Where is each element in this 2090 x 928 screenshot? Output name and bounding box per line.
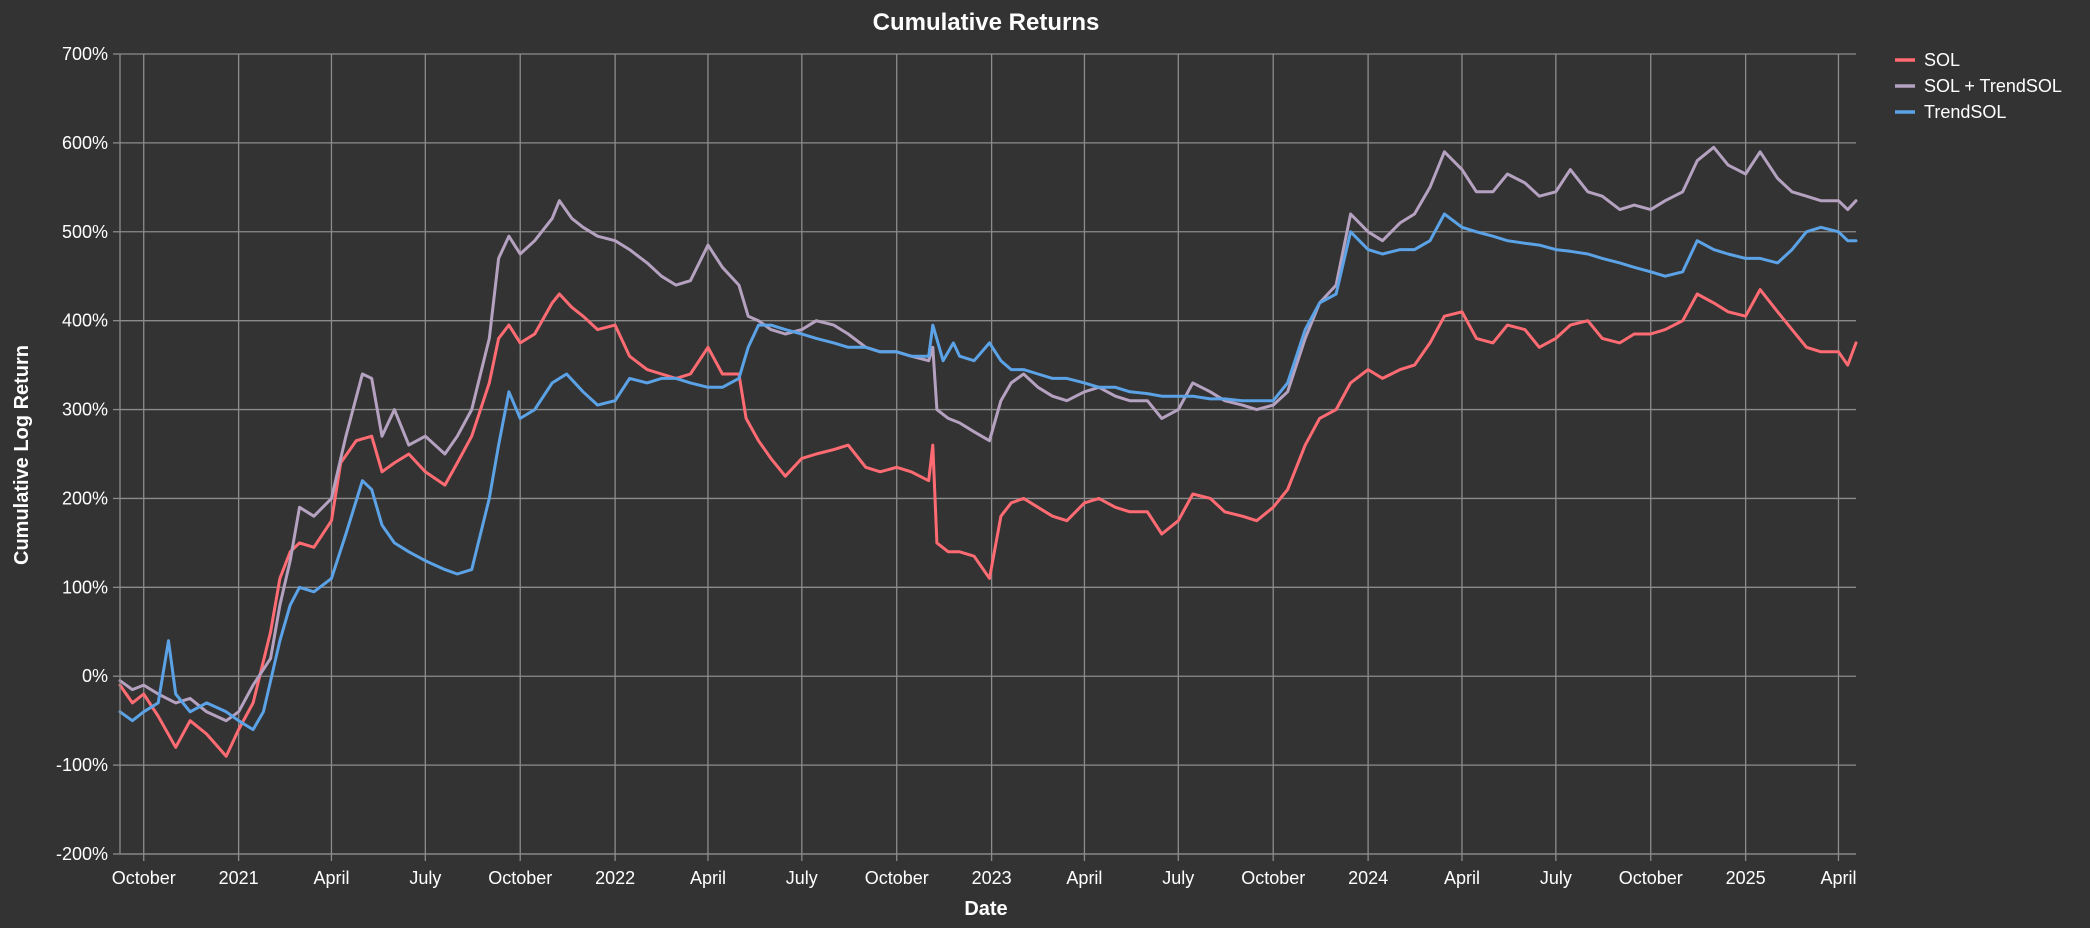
x-tick-label: 2024 — [1348, 868, 1388, 888]
x-tick-label: October — [112, 868, 176, 888]
x-tick-label: April — [1820, 868, 1856, 888]
y-axis-title: Cumulative Log Return — [11, 345, 33, 565]
x-tick-label: 2021 — [219, 868, 259, 888]
y-tick-label: 400% — [62, 311, 108, 331]
x-tick-label: July — [1540, 868, 1572, 888]
x-tick-label: July — [1162, 868, 1194, 888]
x-tick-label: July — [786, 868, 818, 888]
x-tick-label: April — [690, 868, 726, 888]
y-tick-label: 200% — [62, 488, 108, 508]
x-tick-label: April — [313, 868, 349, 888]
x-tick-label: 2025 — [1726, 868, 1766, 888]
y-tick-label: 300% — [62, 400, 108, 420]
x-tick-label: July — [409, 868, 441, 888]
y-tick-label: 700% — [62, 44, 108, 64]
x-tick-label: 2022 — [595, 868, 635, 888]
x-axis-title: Date — [964, 898, 1007, 920]
y-tick-label: 600% — [62, 133, 108, 153]
x-tick-label: October — [488, 868, 552, 888]
x-tick-label: 2023 — [972, 868, 1012, 888]
gridlines — [120, 53, 1856, 855]
legend-label-trendsol: TrendSOL — [1924, 102, 2006, 122]
legend-label-sol-trendsol: SOL + TrendSOL — [1924, 76, 2062, 96]
series-line-sol — [118, 288, 1858, 758]
x-tick-label: April — [1066, 868, 1102, 888]
chart-title: Cumulative Returns — [873, 9, 1100, 36]
y-tick-label: -100% — [56, 755, 108, 775]
y-tick-label: 500% — [62, 222, 108, 242]
x-tick-label: April — [1444, 868, 1480, 888]
x-tick-label: October — [865, 868, 929, 888]
legend: SOL SOL + TrendSOL TrendSOL — [1895, 50, 2062, 122]
legend-label-sol: SOL — [1924, 50, 1960, 70]
y-tick-label: 100% — [62, 577, 108, 597]
series-lines — [118, 145, 1858, 758]
series-line-trendsol — [118, 212, 1858, 732]
y-tick-label: 0% — [82, 666, 108, 686]
x-tick-label: October — [1619, 868, 1683, 888]
y-tick-label: -200% — [56, 844, 108, 864]
axes: -200% -100% 0% 100% 200% 300% 400% 500% 600% 700%… — [56, 44, 1857, 888]
series-line-sol-trendsol — [118, 145, 1858, 723]
x-tick-label: October — [1241, 868, 1305, 888]
